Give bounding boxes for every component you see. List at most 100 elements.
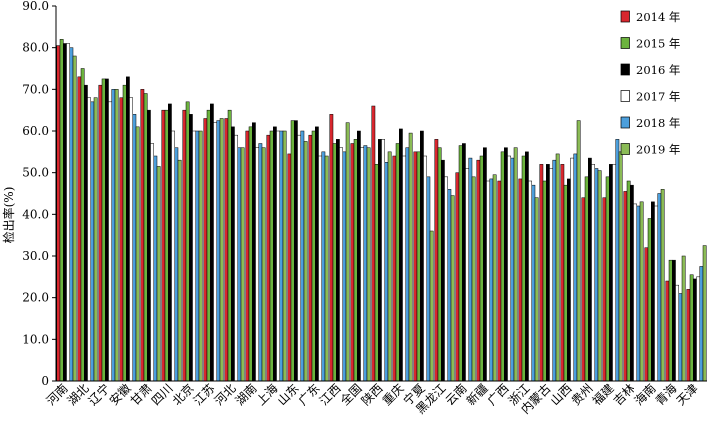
- bar: [140, 89, 145, 382]
- bar: [570, 157, 574, 382]
- bar: [492, 174, 497, 382]
- bar: [699, 266, 704, 382]
- category-label: 山东: [275, 381, 302, 408]
- bar: [135, 126, 140, 382]
- category-label: 青海: [652, 381, 680, 409]
- bar: [366, 147, 371, 382]
- legend-entry: 2018 年: [636, 116, 680, 130]
- legend-swatch: [620, 116, 630, 129]
- y-tick-label: 70.0: [22, 82, 49, 96]
- bar: [678, 293, 683, 382]
- bar: [426, 176, 431, 382]
- bar: [84, 84, 88, 382]
- bar: [198, 130, 203, 382]
- bar: [129, 97, 133, 382]
- y-tick-label: 80.0: [22, 41, 49, 55]
- bar: [531, 184, 536, 382]
- category-label: 河北: [212, 381, 239, 408]
- bar: [345, 122, 350, 382]
- bar: [297, 134, 301, 382]
- bar: [59, 39, 64, 382]
- category-label: 天津: [674, 381, 701, 408]
- bar: [87, 97, 91, 382]
- category-label: 贵州: [569, 381, 596, 408]
- category-label: 广东: [296, 381, 323, 408]
- y-tick-label: 90.0: [22, 0, 49, 13]
- bar: [279, 130, 284, 382]
- bar: [231, 126, 235, 382]
- bar: [381, 139, 385, 382]
- bar: [462, 143, 466, 382]
- category-label: 湖南: [232, 381, 260, 409]
- bar: [654, 205, 658, 382]
- bar: [521, 155, 526, 382]
- bar: [623, 191, 628, 382]
- bar: [150, 143, 154, 382]
- bar: [111, 89, 116, 382]
- bar: [581, 197, 586, 382]
- bar: [471, 176, 476, 382]
- bar: [300, 130, 305, 382]
- category-label: 山西: [548, 381, 575, 408]
- y-axis-ticks: 0 10.0 20.0 30.0 40.0 50.0 60.0 70.0 80.0 90.0: [22, 0, 56, 388]
- bar: [192, 130, 196, 382]
- axes: [55, 6, 707, 382]
- bar: [308, 134, 313, 382]
- bar: [563, 184, 568, 382]
- bar: [147, 109, 151, 382]
- category-label: 北京: [170, 381, 197, 408]
- bar: [287, 153, 292, 382]
- bar: [153, 155, 158, 382]
- bar: [93, 97, 98, 382]
- bar: [311, 130, 316, 382]
- bar: [261, 147, 266, 382]
- bar: [189, 114, 193, 382]
- bar: [588, 157, 592, 382]
- bar: [605, 176, 610, 382]
- bar: [80, 68, 85, 382]
- bar: [546, 164, 550, 382]
- category-label: 四川: [149, 381, 176, 408]
- bar: [639, 201, 644, 382]
- bar: [98, 84, 103, 382]
- legend-entry: 2017 年: [636, 90, 680, 104]
- bar: [101, 78, 106, 382]
- bar: [420, 130, 424, 382]
- bar: [630, 184, 634, 382]
- bar: [486, 180, 490, 382]
- category-label: 广西: [485, 381, 512, 408]
- category-label: 上海: [253, 381, 281, 409]
- bar: [266, 134, 271, 382]
- bar: [329, 114, 334, 382]
- bar: [273, 126, 277, 382]
- bar: [255, 147, 259, 382]
- category-label: 全国: [337, 381, 365, 409]
- bar: [647, 218, 652, 382]
- bar: [315, 126, 319, 382]
- bar: [675, 284, 679, 382]
- bar: [240, 147, 245, 382]
- legend-swatch: [620, 90, 630, 102]
- bar: [672, 259, 676, 382]
- category-label: 云南: [442, 381, 470, 409]
- bar: [66, 43, 70, 382]
- bar: [227, 109, 232, 382]
- bar: [609, 164, 613, 382]
- bar: [350, 143, 355, 382]
- bar: [612, 164, 616, 382]
- bar: [210, 103, 214, 382]
- bar: [644, 247, 649, 382]
- category-label: 安徽: [106, 381, 134, 409]
- bar: [336, 139, 340, 382]
- bar: [105, 78, 109, 382]
- legend-entry: 2015 年: [636, 37, 680, 51]
- category-label: 陕西: [358, 381, 386, 409]
- bar: [108, 101, 112, 382]
- bar: [567, 178, 571, 382]
- bar: [576, 120, 581, 382]
- bar: [72, 55, 77, 382]
- bar: [252, 122, 256, 382]
- bar: [594, 168, 599, 382]
- bar: [69, 47, 74, 382]
